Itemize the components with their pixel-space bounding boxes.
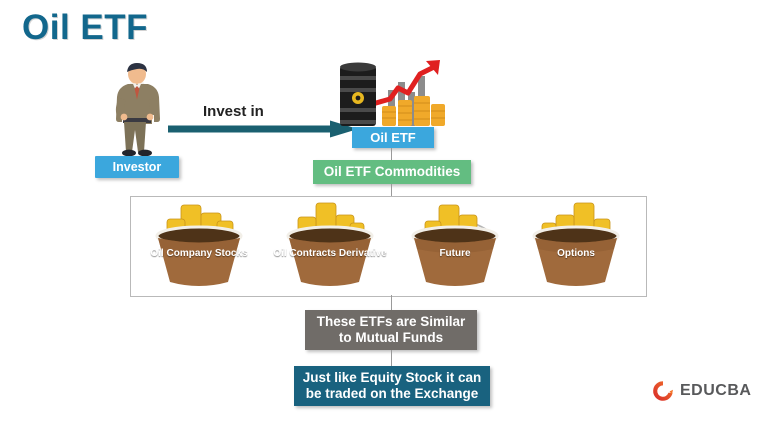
exchange-note: Just like Equity Stock it can be traded … [294, 366, 490, 406]
educba-play-circle-icon [653, 381, 673, 401]
oil-etf-commodities-label: Oil ETF Commodities [313, 160, 471, 184]
mutual-funds-note: These ETFs are Similar to Mutual Funds [305, 310, 477, 350]
basket-oil-contracts-derivative: Oil Contracts Derivative [270, 201, 390, 293]
connector-commodities-to-baskets [391, 184, 392, 196]
investor-illustration [115, 63, 160, 157]
investor-label: Investor [95, 156, 179, 178]
connector-baskets-to-mutual-note [391, 295, 392, 310]
educba-logo: EDUCBA [652, 380, 751, 402]
page-title: Oil ETF [22, 8, 148, 47]
basket-icon [532, 202, 620, 286]
basket-oil-company-stocks: Oil Company Stocks [139, 201, 259, 293]
basket-icon [286, 202, 374, 286]
connector-etf-to-commodities [391, 148, 392, 160]
educba-logo-text: EDUCBA [680, 382, 752, 399]
basket-future: Future [395, 201, 515, 293]
connector-mutual-to-exchange-note [391, 350, 392, 366]
oil-etf-label: Oil ETF [352, 127, 434, 148]
invest-in-arrow-icon [168, 120, 358, 138]
basket-icon [155, 204, 243, 286]
basket-icon [411, 204, 499, 286]
oil-barrel-growth-chart-icon [340, 60, 445, 126]
invest-in-label: Invest in [203, 103, 264, 120]
basket-options: Options [516, 201, 636, 293]
commodities-basket-group: Oil Company Stocks Oil Contracts Derivat… [130, 196, 647, 297]
